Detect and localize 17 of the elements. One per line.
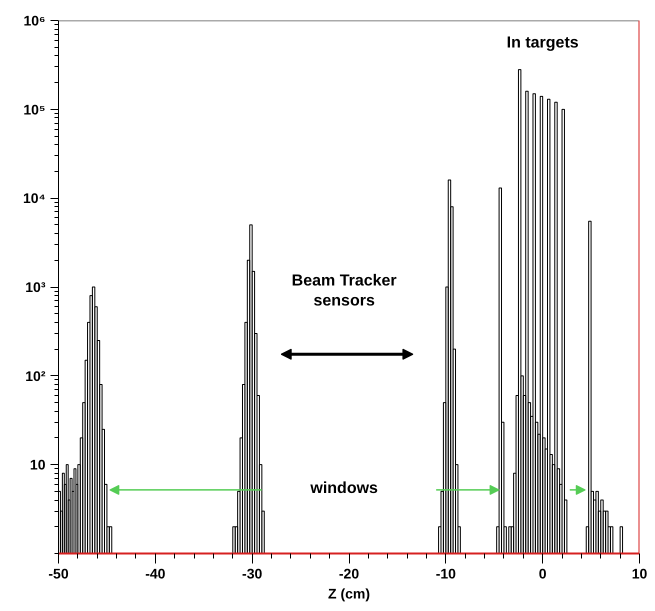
x-tick-label: 10 <box>632 566 648 582</box>
x-tick-label: -10 <box>436 566 456 582</box>
x-tick-label: -20 <box>338 566 360 582</box>
y-tick-label: 10⁵ <box>23 101 46 118</box>
annotation: windows <box>309 480 378 497</box>
y-tick-label: 10² <box>25 368 46 384</box>
annotation: Beam Tracker sensors <box>292 272 397 310</box>
annotation: In targets <box>506 34 579 52</box>
y-tick-label: 10⁶ <box>23 12 46 28</box>
y-tick-label: 10³ <box>25 279 46 295</box>
y-tick-label: 10⁴ <box>23 190 46 206</box>
x-tick-label: -50 <box>48 566 69 582</box>
y-tick-label: 10 <box>30 456 46 473</box>
x-tick-label: -30 <box>242 566 262 582</box>
x-tick-label: 0 <box>538 566 547 582</box>
x-axis-title: Z (cm) <box>328 586 370 602</box>
x-tick-label: -40 <box>145 566 166 582</box>
